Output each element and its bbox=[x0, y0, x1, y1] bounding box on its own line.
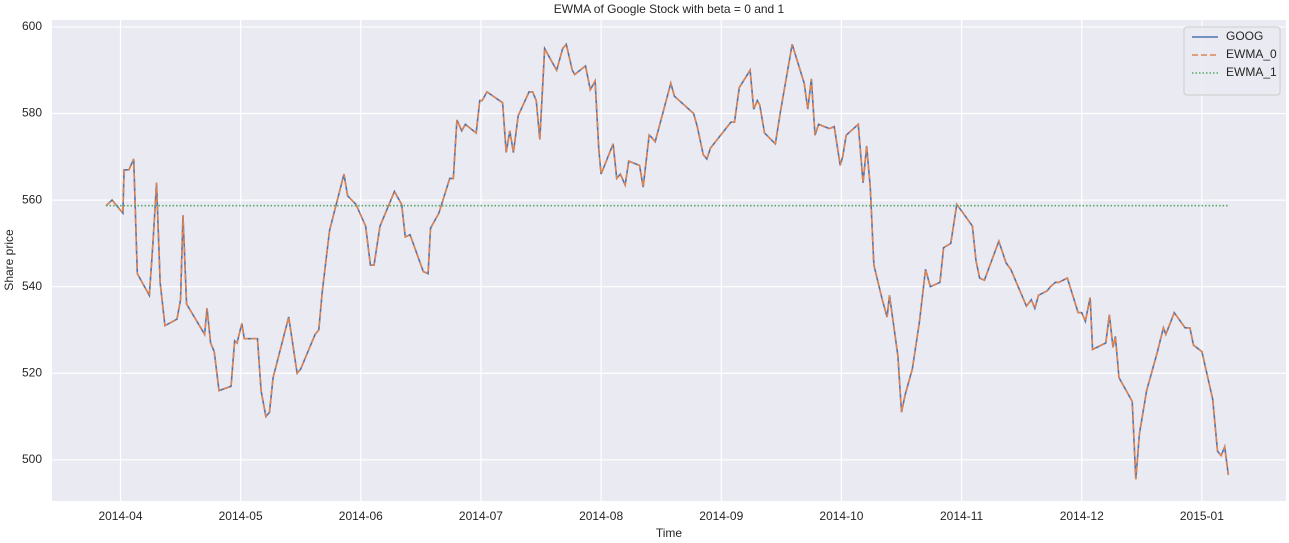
chart-title: EWMA of Google Stock with beta = 0 and 1 bbox=[554, 2, 785, 16]
plot-area bbox=[52, 20, 1286, 501]
x-tick-label: 2014-10 bbox=[819, 509, 863, 523]
y-tick-label: 600 bbox=[22, 19, 42, 33]
legend-box bbox=[1183, 26, 1281, 96]
x-axis-label: Time bbox=[656, 526, 683, 540]
x-tick-label: 2014-04 bbox=[98, 509, 142, 523]
y-tick-label: 520 bbox=[22, 365, 42, 379]
x-tick-label: 2014-12 bbox=[1060, 509, 1104, 523]
y-tick-label: 540 bbox=[22, 279, 42, 293]
x-tick-label: 2014-05 bbox=[219, 509, 263, 523]
grid bbox=[52, 20, 1286, 501]
y-tick-label: 580 bbox=[22, 106, 42, 120]
legend-label: EWMA_0 bbox=[1226, 47, 1277, 61]
x-tick-label: 2014-06 bbox=[339, 509, 383, 523]
lines bbox=[105, 42, 1230, 480]
legend-label: EWMA_1 bbox=[1226, 65, 1277, 79]
x-tick-label: 2014-09 bbox=[699, 509, 743, 523]
y-tick-label: 560 bbox=[22, 192, 42, 206]
y-tick-label: 500 bbox=[22, 452, 42, 466]
legend-label: GOOG bbox=[1226, 29, 1263, 43]
x-tick-label: 2014-07 bbox=[459, 509, 503, 523]
legend: GOOG EWMA_0 EWMA_1 bbox=[1183, 26, 1281, 96]
y-axis-label: Share price bbox=[2, 229, 16, 291]
series-line bbox=[105, 42, 1230, 480]
x-tick-label: 2014-08 bbox=[579, 509, 623, 523]
x-tick-label: 2015-01 bbox=[1180, 509, 1224, 523]
x-tick-label: 2014-11 bbox=[940, 509, 983, 523]
